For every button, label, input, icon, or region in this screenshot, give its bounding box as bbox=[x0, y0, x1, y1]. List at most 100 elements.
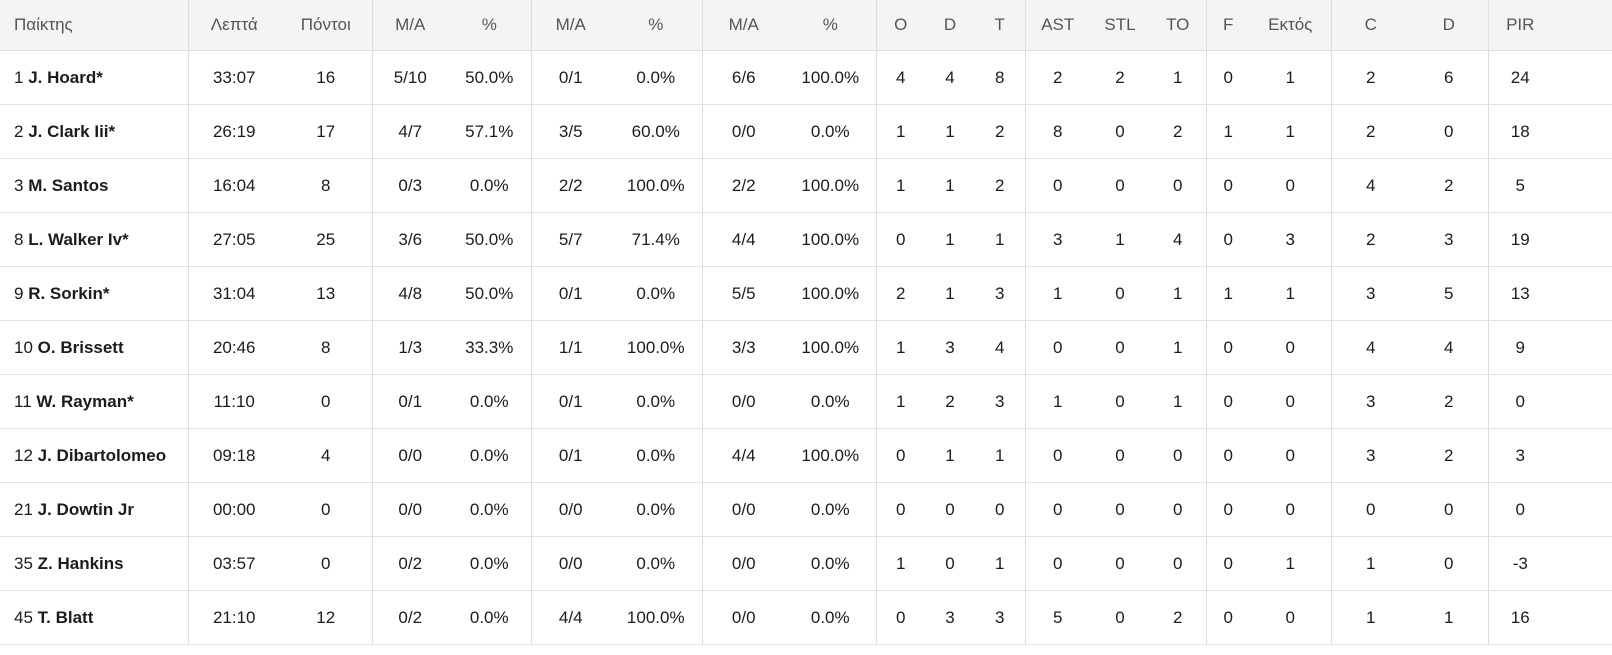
player-name: W. Rayman* bbox=[36, 391, 134, 411]
stat-cell: 0 bbox=[1205, 50, 1250, 105]
stat-cell: 2 bbox=[925, 374, 975, 429]
stat-cell: 0 bbox=[1250, 482, 1331, 537]
stat-cell: 1 bbox=[1330, 536, 1410, 591]
stat-cell: 0/0 bbox=[701, 590, 785, 645]
stat-cell: 1 bbox=[875, 104, 925, 159]
stat-cell: 4/4 bbox=[701, 428, 785, 483]
stat-cell: 1 bbox=[925, 158, 975, 213]
player-row: 2 J. Clark Iii* 26:19 17 4/7 57.1% 3/5 60.0% 0/… bbox=[0, 104, 1612, 159]
stat-cell: 0/1 bbox=[530, 374, 610, 429]
stat-cell: 0 bbox=[1410, 482, 1488, 537]
stat-cell: 1 bbox=[1024, 266, 1090, 321]
stat-cell: 0.0% bbox=[610, 266, 702, 321]
stat-cell: 0 bbox=[1205, 374, 1250, 429]
stat-cell: 09:18 bbox=[187, 428, 280, 483]
stat-cell: 100.0% bbox=[785, 212, 876, 267]
stat-cell: 1 bbox=[925, 266, 975, 321]
player-cell: 1 J. Hoard* bbox=[0, 50, 188, 105]
stat-cell: 0 bbox=[1090, 482, 1150, 537]
stat-cell: 0 bbox=[1150, 536, 1206, 591]
stat-cell: 1 bbox=[875, 158, 925, 213]
column-header: Παίκτης bbox=[0, 0, 188, 51]
stat-cell: 0 bbox=[1205, 536, 1250, 591]
stat-cell: 0.0% bbox=[610, 536, 702, 591]
stat-cell: 0/0 bbox=[371, 482, 448, 537]
stat-cell: 1 bbox=[1250, 266, 1331, 321]
column-header: O bbox=[875, 0, 925, 51]
stat-cell: 0 bbox=[1410, 536, 1488, 591]
stat-cell: 0/0 bbox=[701, 482, 785, 537]
stat-cell: 0 bbox=[925, 536, 975, 591]
stat-cell: 3 bbox=[975, 266, 1025, 321]
player-cell: 21 J. Dowtin Jr bbox=[0, 482, 188, 537]
column-header: AST bbox=[1024, 0, 1090, 51]
stat-cell: 1 bbox=[1090, 212, 1150, 267]
row-spacer bbox=[1552, 590, 1612, 645]
stat-cell: 1 bbox=[1150, 320, 1206, 375]
column-header: M/A bbox=[371, 0, 448, 51]
stat-cell: 0 bbox=[875, 428, 925, 483]
stat-cell: 1 bbox=[925, 428, 975, 483]
stat-cell: 0 bbox=[1090, 536, 1150, 591]
column-header: Εκτός bbox=[1250, 0, 1331, 51]
stat-cell: 0.0% bbox=[448, 590, 531, 645]
stat-cell: 100.0% bbox=[610, 158, 702, 213]
stat-cell: 3 bbox=[1330, 266, 1410, 321]
stat-cell: 100.0% bbox=[785, 320, 876, 375]
stat-cell: 4 bbox=[1150, 212, 1206, 267]
stat-cell: 3 bbox=[1330, 428, 1410, 483]
stat-cell: 3 bbox=[1330, 374, 1410, 429]
stat-cell: 1/3 bbox=[371, 320, 448, 375]
row-spacer bbox=[1552, 104, 1612, 159]
stat-cell: 0 bbox=[1024, 536, 1090, 591]
stat-cell: 0 bbox=[1205, 428, 1250, 483]
column-header: % bbox=[610, 0, 702, 51]
stat-cell: 0 bbox=[1090, 590, 1150, 645]
player-row: 8 L. Walker Iv* 27:05 25 3/6 50.0% 5/7 71.4% 4/… bbox=[0, 212, 1612, 267]
row-spacer bbox=[1552, 320, 1612, 375]
column-header: Πόντοι bbox=[280, 0, 372, 51]
stat-cell: 0 bbox=[1024, 320, 1090, 375]
stat-cell: 0/1 bbox=[530, 428, 610, 483]
stat-cell: 21:10 bbox=[187, 590, 280, 645]
stat-cell: 0 bbox=[1024, 482, 1090, 537]
stat-cell: 2 bbox=[1330, 104, 1410, 159]
stat-cell: 1 bbox=[1250, 50, 1331, 105]
stat-cell: 3 bbox=[1250, 212, 1331, 267]
column-header: T bbox=[975, 0, 1025, 51]
stat-cell: 60.0% bbox=[610, 104, 702, 159]
stat-cell: 50.0% bbox=[448, 50, 531, 105]
stat-cell: 4 bbox=[875, 50, 925, 105]
player-cell: 10 O. Brissett bbox=[0, 320, 188, 375]
stat-cell: 4 bbox=[1410, 320, 1488, 375]
player-number: 12 bbox=[14, 445, 33, 465]
stat-cell: 0 bbox=[875, 590, 925, 645]
stat-cell: 12 bbox=[280, 590, 372, 645]
player-name: J. Dowtin Jr bbox=[37, 499, 135, 519]
stat-cell: 1 bbox=[1330, 590, 1410, 645]
stat-cell: 0.0% bbox=[448, 428, 531, 483]
stat-cell: 19 bbox=[1487, 212, 1552, 267]
stat-cell: 100.0% bbox=[610, 320, 702, 375]
stat-cell: 0 bbox=[975, 482, 1025, 537]
stat-cell: 2 bbox=[1024, 50, 1090, 105]
stat-cell: 5 bbox=[1024, 590, 1090, 645]
player-name: M. Santos bbox=[28, 175, 109, 195]
stat-cell: 8 bbox=[280, 320, 372, 375]
stat-cell: 0/3 bbox=[371, 158, 448, 213]
stat-cell: 0 bbox=[280, 374, 372, 429]
player-cell: 8 L. Walker Iv* bbox=[0, 212, 188, 267]
column-header: M/A bbox=[701, 0, 785, 51]
player-number: 3 bbox=[14, 175, 24, 195]
stat-cell: 0.0% bbox=[785, 536, 876, 591]
stat-cell: 3 bbox=[925, 320, 975, 375]
stat-cell: 3 bbox=[1024, 212, 1090, 267]
stat-cell: 13 bbox=[1487, 266, 1552, 321]
player-row: 10 O. Brissett 20:46 8 1/3 33.3% 1/1 100.0% 3/3… bbox=[0, 320, 1612, 375]
stat-cell: 16 bbox=[280, 50, 372, 105]
stat-cell: 0 bbox=[1150, 482, 1206, 537]
stat-cell: 33:07 bbox=[187, 50, 280, 105]
stat-cell: 0/0 bbox=[530, 536, 610, 591]
stat-cell: 0/0 bbox=[371, 428, 448, 483]
player-number: 1 bbox=[14, 67, 24, 87]
